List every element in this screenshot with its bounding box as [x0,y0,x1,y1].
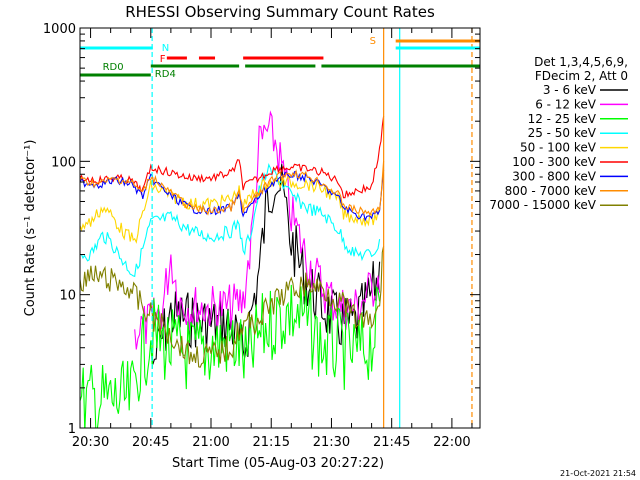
legend-header-line: FDecim 2, Att 0 [535,69,628,83]
legend-header-line: Det 1,3,4,5,6,9, [534,55,628,69]
y-tick-label: 1000 [43,22,76,37]
x-tick-label: 22:00 [433,435,470,450]
y-tick-label: 1 [68,422,76,437]
generation-timestamp: 21-Oct-2021 21:54 [560,469,636,478]
series-line-25-50-kev [80,163,381,278]
legend-label: 12 - 25 keV [528,112,597,126]
flag-label-night: N [162,43,169,54]
series-line-3-6-kev [152,163,381,365]
x-tick-label: 21:00 [192,435,229,450]
plot-area: NF S RD0 RD4 1 10 100 1000 20:30 20:45 21:00 21:15 2… [43,22,481,450]
y-axis-label: Count Rate (s⁻¹ detector⁻¹) [23,140,38,317]
legend-label: 25 - 50 keV [528,126,597,140]
series-line-7000-15000-kev [80,246,385,368]
series-line-50-100-kev [80,174,381,244]
chart-title: RHESSI Observing Summary Count Rates [125,3,435,21]
legend-label: 50 - 100 keV [520,141,597,155]
flag-label-rd0: RD0 [103,62,124,73]
x-tick-label: 21:15 [253,435,290,450]
legend-label: 6 - 12 keV [535,97,597,111]
x-tick-label: 20:45 [132,435,169,450]
legend: Det 1,3,4,5,6,9,FDecim 2, Att 03 - 6 keV… [489,55,628,212]
legend-label: 100 - 300 keV [512,155,596,169]
x-axis-label: Start Time (05-Aug-03 20:27:22) [172,456,384,471]
legend-label: 3 - 6 keV [543,83,597,97]
x-tick-label: 21:30 [313,435,350,450]
flag-label-rd4: RD4 [155,69,176,80]
series-line-800-7000-kev [80,160,385,217]
y-tick-label: 10 [59,289,76,304]
flag-label-saa: S [370,36,376,47]
plot-frame [79,27,481,429]
legend-label: 300 - 800 keV [512,169,596,183]
series-group [80,110,385,428]
legend-label: 800 - 7000 keV [505,184,597,198]
series-line-12-25-kev [80,284,381,428]
y-tick-label: 100 [51,155,76,170]
legend-label: 7000 - 15000 keV [489,198,596,212]
flag-label-flare: F [160,54,166,65]
series-line-100-300-kev [80,116,385,199]
x-tick-label: 21:45 [373,435,410,450]
x-tick-label: 20:30 [72,435,109,450]
